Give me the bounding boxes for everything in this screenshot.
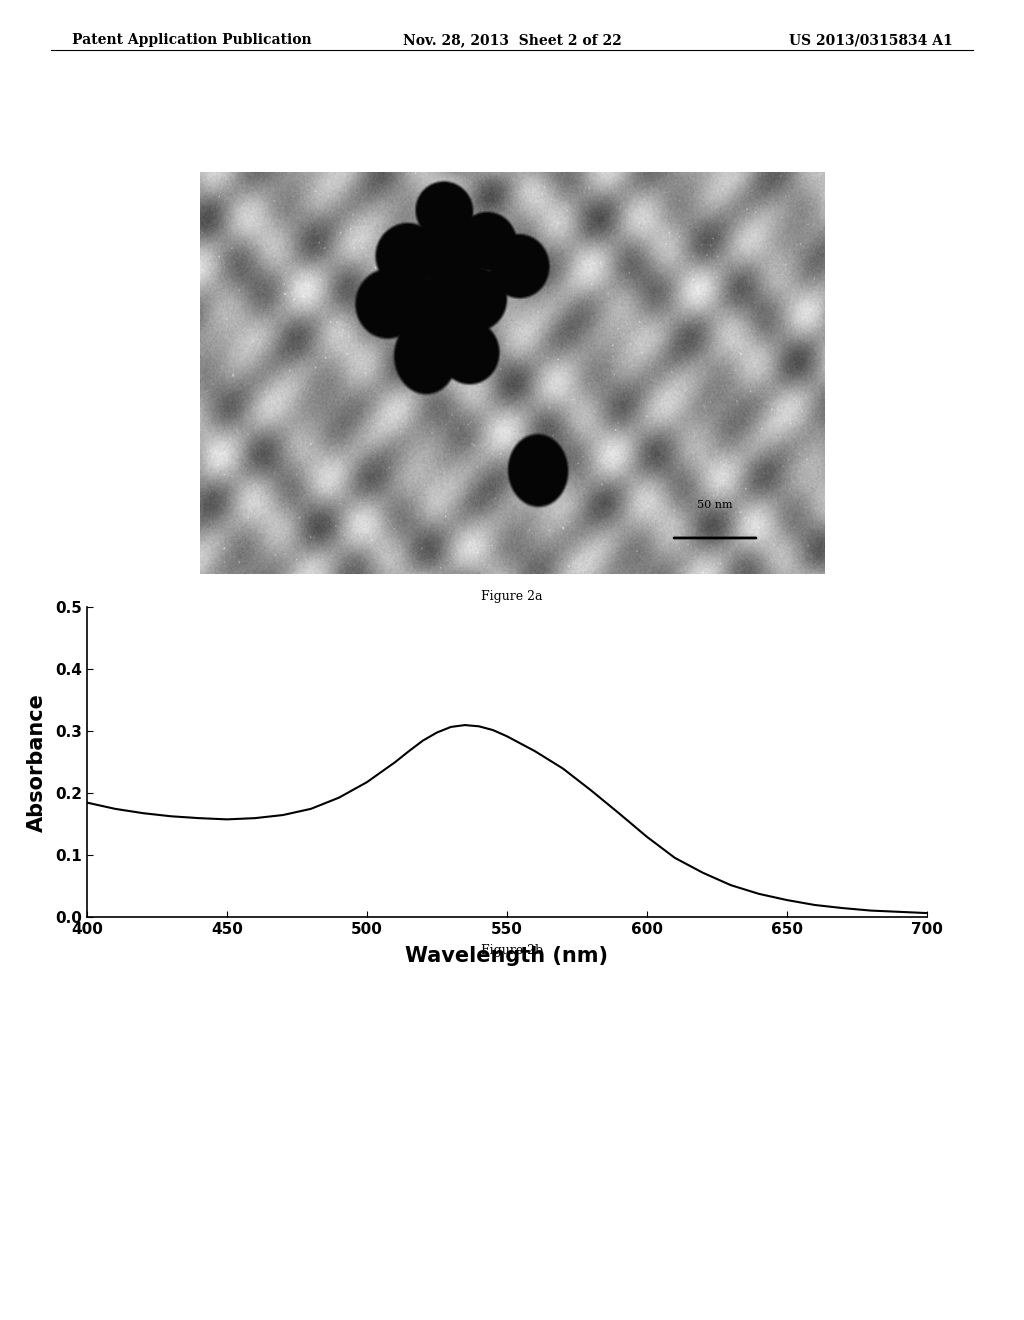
Text: Patent Application Publication: Patent Application Publication — [72, 33, 311, 48]
Text: Figure 2b: Figure 2b — [481, 944, 543, 957]
Text: Figure 2a: Figure 2a — [481, 590, 543, 603]
Y-axis label: Absorbance: Absorbance — [27, 693, 47, 832]
Text: US 2013/0315834 A1: US 2013/0315834 A1 — [788, 33, 952, 48]
X-axis label: Wavelength (nm): Wavelength (nm) — [406, 945, 608, 966]
Text: Nov. 28, 2013  Sheet 2 of 22: Nov. 28, 2013 Sheet 2 of 22 — [402, 33, 622, 48]
Text: 50 nm: 50 nm — [697, 500, 733, 510]
